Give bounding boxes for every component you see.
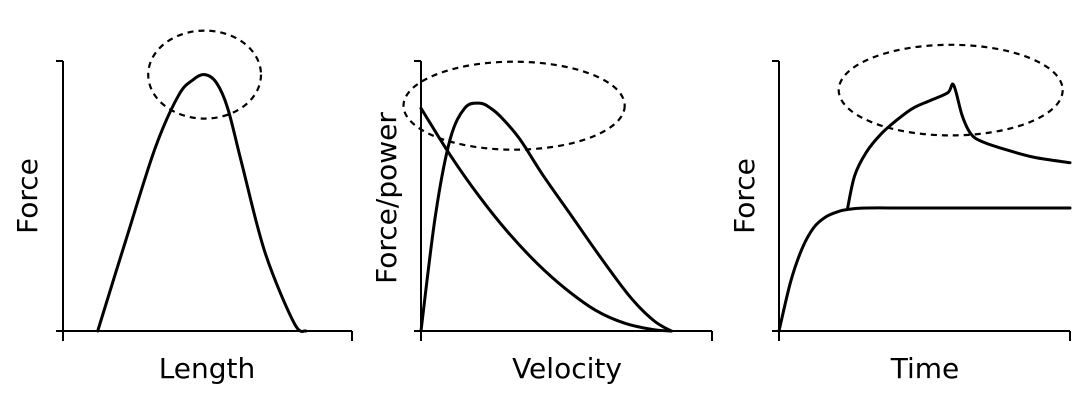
panel-velocity: Velocity Force/power: [370, 60, 713, 385]
panel-time-y-label: Force: [728, 158, 761, 234]
panel-length: Length Force: [11, 29, 353, 385]
panel-length-series: [96, 73, 308, 333]
panel-time-series-1-line: [777, 206, 1072, 333]
panel-length-y-label: Force: [11, 158, 44, 234]
panel-time-x-label: Time: [890, 352, 960, 385]
panel-velocity-series: [419, 101, 673, 333]
panel-time: Time Force: [728, 43, 1072, 385]
panel-length-series-1-line: [96, 73, 308, 333]
panel-length-highlights: [147, 29, 263, 120]
panel-velocity-highlights: [402, 60, 626, 151]
panel-velocity-y-label: Force/power: [370, 112, 403, 284]
panel-time-peak-highlight-1: [837, 43, 1064, 137]
panel-time-highlights: [837, 43, 1064, 137]
panel-velocity-x-label: Velocity: [512, 352, 622, 385]
panel-velocity-peak-highlight-1: [402, 60, 626, 151]
panel-velocity-series-1-line: [419, 106, 673, 333]
panel-length-x-label: Length: [159, 352, 256, 385]
panel-time-series: [777, 82, 1072, 333]
panel-time-series-2-line: [845, 82, 1072, 211]
panel-velocity-series-2-line: [419, 101, 673, 333]
panel-length-peak-highlight-1: [147, 29, 263, 120]
